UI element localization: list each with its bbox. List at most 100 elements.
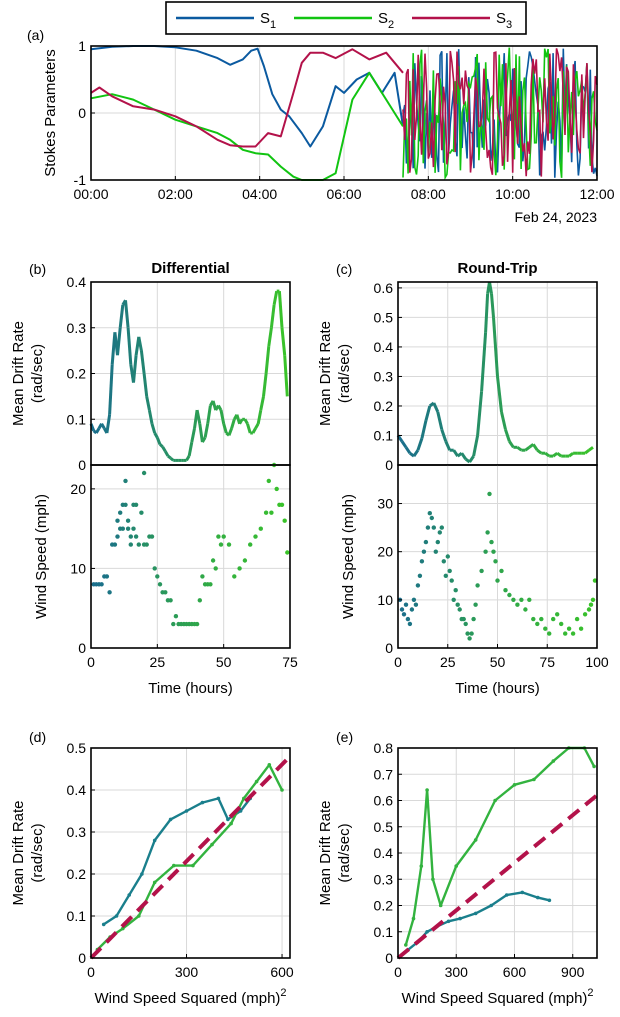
x-axis-label-superscript: 2 [587,987,593,999]
series-S2-line [90,71,404,181]
drift-rate-line-segment [206,405,212,425]
drift-rate-line-segment [155,437,162,445]
wind-speed-point [465,631,470,636]
wind-speed-point [574,616,580,622]
wind-speed-point [152,566,157,571]
wind-speed-point [173,614,179,619]
wind-speed-point [112,542,118,547]
wind-speed-point [208,582,213,587]
x-axis-label-superscript: 2 [280,987,286,999]
bottom-ytick-label: 0 [78,640,86,656]
drift-rate-line-segment [444,440,452,451]
data-point [512,783,517,787]
wind-speed-point [547,631,552,636]
panel-label: (c) [336,261,352,277]
data-point [140,872,144,876]
wind-speed-point [99,582,104,587]
wind-speed-point [141,470,147,476]
wind-speed-point [415,583,421,588]
wind-speed-point [433,549,438,554]
wind-speed-point [457,607,462,612]
panel-a-ytick-label: 0 [78,105,86,121]
drift-rate-line-segment [243,418,249,425]
e-ytick-label: 0.3 [374,871,394,887]
x-axis-label-text: Wind Speed Squared (mph) [94,990,280,1007]
wind-speed-point [473,602,478,607]
wind-speed-point [263,510,269,515]
drift-rate-line-segment [161,445,167,453]
drift-rate-line-segment [484,293,490,333]
wind-speed-point [563,631,568,636]
series-S3-line [90,48,404,148]
drift-rate-line-segment [584,449,590,455]
e-ytick-label: 0.2 [374,898,394,914]
e-xtick-label: 300 [445,964,469,980]
bottom-ytick-label: 0 [385,640,393,656]
bottom-xtick-label: 50 [490,654,506,670]
drift-rate-line-segment [118,304,125,328]
wind-speed-point [543,626,548,631]
drift-rate-line-segment [480,332,488,392]
drift-rate-line-segment [262,373,268,397]
wind-speed-point [155,574,160,579]
data-point [551,759,556,763]
top-ytick-label: 0.4 [67,274,87,290]
d-ytick-label: 0.5 [67,740,87,756]
drift-rate-line-segment [256,409,263,425]
wind-speed-point [443,573,448,578]
data-trace-line [406,891,550,952]
wind-speed-point [455,602,460,607]
wind-speed-point [421,549,427,554]
wind-speed-point [586,607,592,612]
drift-rate-line-segment [166,454,172,460]
drift-rate-line-segment [139,350,146,374]
wind-speed-point [493,559,498,564]
d-ytick-label: 0 [78,950,86,966]
wind-speed-point [194,621,200,627]
top-ytick-label: 0.1 [374,427,394,443]
data-point [152,838,157,843]
data-point [184,809,189,813]
data-point [280,788,284,792]
wind-speed-point [118,510,123,515]
drift-rate-line-segment [126,327,133,365]
drift-rate-line-segment [195,409,202,425]
wind-speed-point [555,612,560,617]
bottom-ytick-label: 10 [377,592,393,608]
data-point [473,911,478,916]
drift-rate-line-segment [460,452,467,460]
drift-rate-line-segment [267,327,273,347]
drift-rate-line-segment [124,300,130,328]
wind-speed-point [592,578,598,583]
wind-speed-point [463,621,468,627]
drift-rate-line-segment [137,336,143,351]
wind-speed-point [125,526,131,531]
panel-a-ytick-label: -1 [74,172,87,188]
wind-speed-point [449,578,454,583]
data-point [152,880,157,885]
panel-d: 0 0.1 0.2 0.3 0.4 0.5 0 300 600 (d) Mean Drift Rat… [10,729,294,1007]
drift-rate-line-segment [108,364,114,415]
wind-speed-point [419,559,425,564]
drift-rate-line-segment [568,451,574,458]
bottom-xtick-label: 50 [216,654,232,670]
drift-rate-line-segment [420,420,428,439]
wind-speed-point [531,616,536,622]
wind-speed-point [123,502,128,507]
wind-speed-point [120,526,126,531]
drift-rate-line-segment [185,455,191,462]
drift-rate-line-segment [259,396,265,411]
drift-rate-line-segment [588,446,594,452]
bottom-xtick-label: 25 [150,654,166,670]
panel-a-ytick-label: 1 [78,38,86,54]
wind-speed-point [107,590,112,595]
e-ytick-label: 0.1 [374,924,394,940]
axes-frame [90,464,291,649]
wind-speed-point [248,542,253,547]
drift-rate-line-segment [524,446,531,452]
drift-rate-line-segment [436,411,444,430]
panel-a: -1 0 1 00:00 02:00 04:00 06:00 08:00 10:00 12:00 F… [27,1,615,225]
y-axis-label: Wind Speed (mph) [33,494,50,619]
e-xtick-label: 600 [503,964,527,980]
wind-speed-point [405,616,411,622]
